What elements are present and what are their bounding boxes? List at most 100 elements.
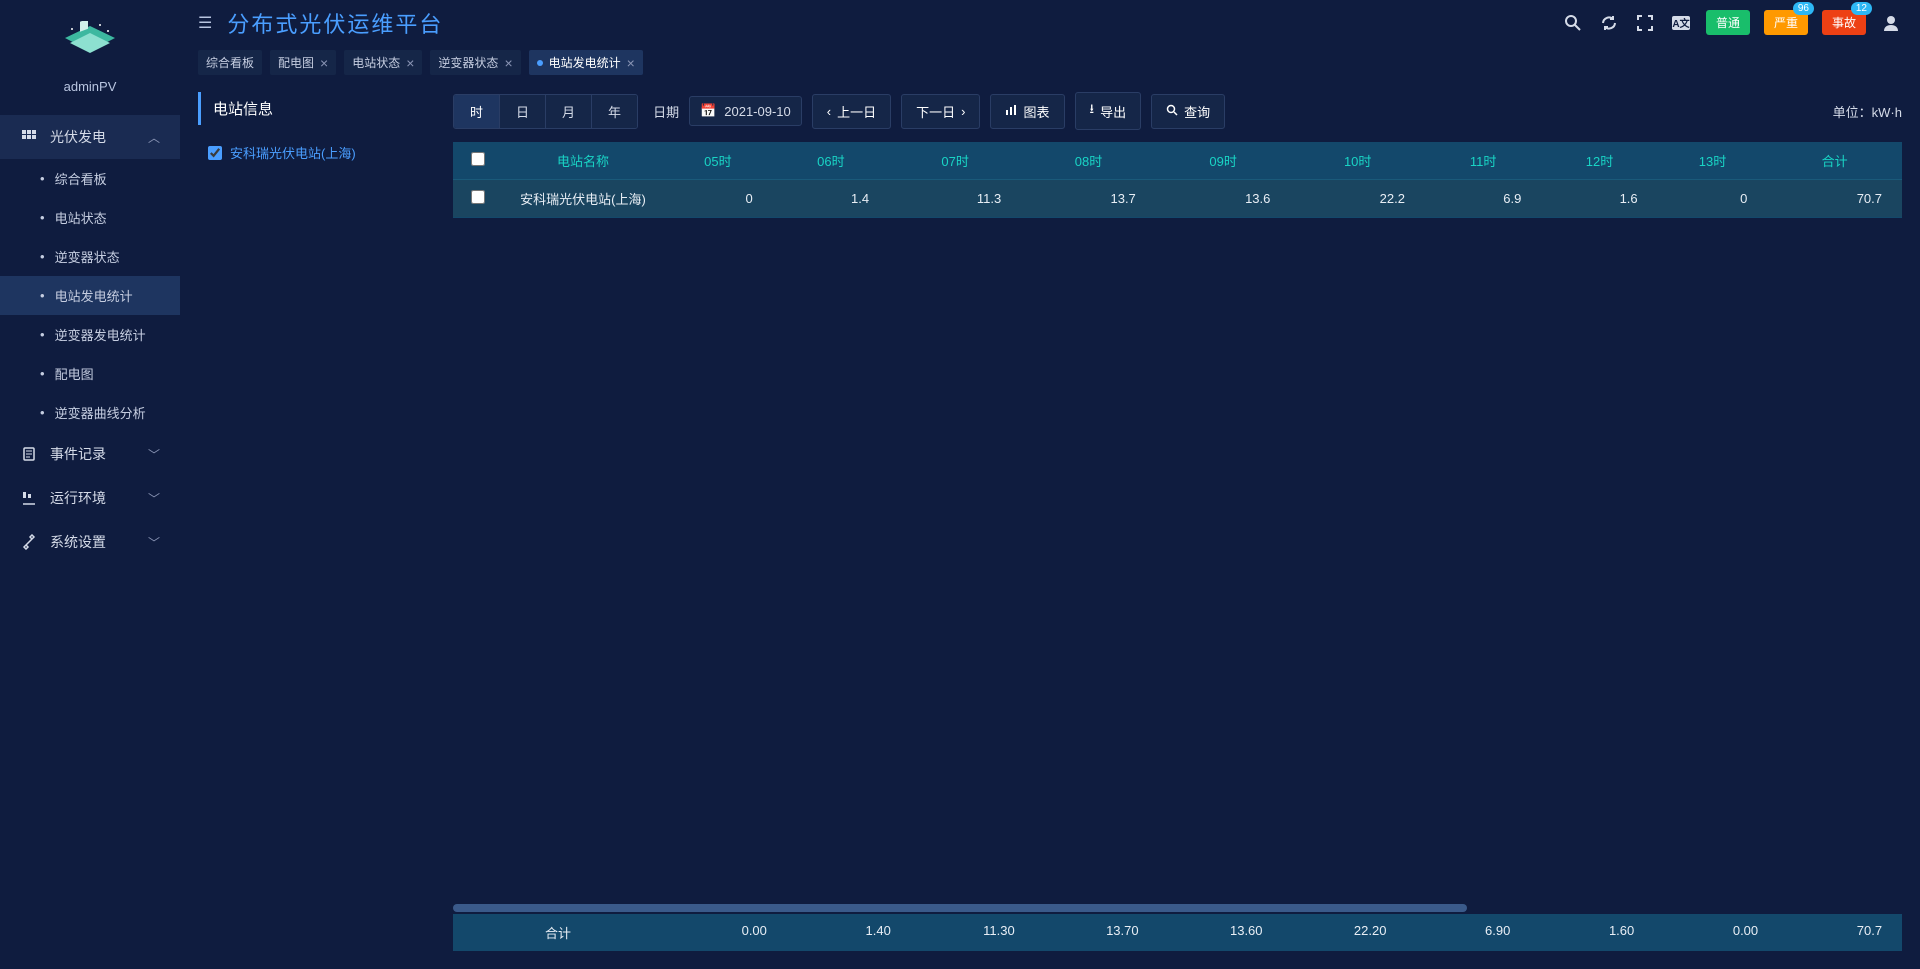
chevron-down-icon: ﹀ [148, 534, 160, 551]
col-07[interactable]: 07时 [889, 142, 1021, 180]
query-button[interactable]: 查询 [1151, 94, 1225, 129]
username: adminPV [64, 79, 117, 94]
menu-toggle-icon[interactable]: ☰ [198, 13, 212, 33]
tab-station-gen[interactable]: 电站发电统计× [529, 50, 643, 75]
cell-v12: 1.6 [1541, 180, 1657, 218]
unit-label: 单位：kW·h [1833, 102, 1902, 121]
tools-icon [20, 533, 38, 551]
export-button[interactable]: ⭳导出 [1075, 92, 1142, 130]
tab-station-status[interactable]: 电站状态× [344, 50, 422, 75]
station-item[interactable]: 安科瑞光伏电站(上海) [198, 139, 438, 166]
col-13[interactable]: 13时 [1658, 142, 1768, 180]
prev-day-button[interactable]: ‹上一日 [812, 94, 891, 129]
badge-normal[interactable]: 普通 [1706, 10, 1750, 35]
calendar-icon: 📅 [700, 103, 716, 119]
date-input[interactable]: 📅 2021-09-10 [689, 96, 802, 126]
select-all-checkbox[interactable] [471, 152, 485, 166]
chevron-down-icon: ﹀ [148, 490, 160, 507]
nav-item-station-status[interactable]: 电站状态 [0, 198, 180, 237]
chevron-right-icon: › [961, 104, 965, 119]
cell-v08: 13.7 [1021, 180, 1156, 218]
col-06[interactable]: 06时 [773, 142, 889, 180]
footer-v10: 22.20 [1283, 923, 1407, 942]
nav-group-event[interactable]: 事件记录 ﹀ [0, 432, 180, 476]
scrollbar-thumb[interactable] [453, 904, 1467, 912]
logo-icon [60, 21, 120, 71]
nav-item-overview[interactable]: 综合看板 [0, 159, 180, 198]
tab-inverter-status[interactable]: 逆变器状态× [430, 50, 520, 75]
nav-group-env[interactable]: 运行环境 ﹀ [0, 476, 180, 520]
close-icon[interactable]: × [627, 55, 635, 71]
col-total[interactable]: 合计 [1767, 142, 1902, 180]
lang-icon[interactable]: A文 [1670, 12, 1692, 34]
period-month[interactable]: 月 [546, 95, 592, 128]
nav-group-sys[interactable]: 系统设置 ﹀ [0, 520, 180, 564]
cell-v13: 0 [1658, 180, 1768, 218]
grid-icon [20, 128, 38, 146]
col-12[interactable]: 12时 [1541, 142, 1657, 180]
col-check [453, 142, 503, 180]
search-icon[interactable] [1562, 12, 1584, 34]
chevron-up-icon: ︿ [148, 129, 160, 146]
row-checkbox[interactable] [471, 190, 485, 204]
next-day-button[interactable]: 下一日› [901, 94, 980, 129]
cell-v07: 11.3 [889, 180, 1021, 218]
search-icon [1166, 104, 1178, 119]
cell-total: 70.7 [1767, 180, 1902, 218]
app-title: 分布式光伏运维平台 [227, 7, 443, 39]
footer-v13: 0.00 [1654, 923, 1778, 942]
period-day[interactable]: 日 [500, 95, 546, 128]
cell-v05: 0 [663, 180, 773, 218]
badge-count: 96 [1793, 2, 1814, 15]
table-header-row: 电站名称 05时 06时 07时 08时 09时 10时 11时 12时 13时 [453, 142, 1902, 180]
cell-v10: 22.2 [1290, 180, 1425, 218]
table-wrap: 电站名称 05时 06时 07时 08时 09时 10时 11时 12时 13时 [453, 142, 1902, 900]
col-09[interactable]: 09时 [1156, 142, 1291, 180]
nav-item-inverter-status[interactable]: 逆变器状态 [0, 237, 180, 276]
nav-item-curve[interactable]: 逆变器曲线分析 [0, 393, 180, 432]
h-scrollbar[interactable] [453, 902, 1902, 914]
content: 电站信息 安科瑞光伏电站(上海) 时 日 月 年 日期 📅 [180, 80, 1920, 969]
tabs: 综合看板 配电图× 电站状态× 逆变器状态× 电站发电统计× [180, 45, 1920, 80]
col-10[interactable]: 10时 [1290, 142, 1425, 180]
svg-text:A文: A文 [1672, 17, 1690, 30]
table-row[interactable]: 安科瑞光伏电站(上海) 0 1.4 11.3 13.7 13.6 22.2 6.… [453, 180, 1902, 218]
cell-v06: 1.4 [773, 180, 889, 218]
period-year[interactable]: 年 [592, 95, 637, 128]
table-footer: 合计 0.00 1.40 11.30 13.70 13.60 22.20 6.9… [453, 914, 1902, 951]
footer-v09: 13.60 [1159, 923, 1283, 942]
nav-item-inverter-gen[interactable]: 逆变器发电统计 [0, 315, 180, 354]
footer-total: 70.7 [1778, 923, 1902, 942]
col-05[interactable]: 05时 [663, 142, 773, 180]
cell-v11: 6.9 [1425, 180, 1541, 218]
user-icon[interactable] [1880, 12, 1902, 34]
refresh-icon[interactable] [1598, 12, 1620, 34]
close-icon[interactable]: × [504, 55, 512, 71]
logo-area: adminPV [0, 0, 180, 115]
data-table: 电站名称 05时 06时 07时 08时 09时 10时 11时 12时 13时 [453, 142, 1902, 218]
station-checkbox[interactable] [208, 146, 222, 160]
badge-accident[interactable]: 事故12 [1822, 10, 1866, 35]
chart-icon [1005, 104, 1017, 119]
badge-serious[interactable]: 严重96 [1764, 10, 1808, 35]
date-label: 日期 [653, 102, 679, 121]
chart-button[interactable]: 图表 [990, 94, 1064, 129]
nav: 光伏发电 ︿ 综合看板 电站状态 逆变器状态 电站发电统计 逆变器发电统计 配电… [0, 115, 180, 969]
close-icon[interactable]: × [406, 55, 414, 71]
fullscreen-icon[interactable] [1634, 12, 1656, 34]
data-panel: 时 日 月 年 日期 📅 2021-09-10 ‹上一日 下一日› 图表 ⭳导出… [453, 92, 1902, 951]
tab-overview[interactable]: 综合看板 [198, 50, 262, 75]
tab-wiring[interactable]: 配电图× [270, 50, 336, 75]
period-hour[interactable]: 时 [454, 95, 500, 128]
nav-group-pv[interactable]: 光伏发电 ︿ [0, 115, 180, 159]
nav-item-wiring[interactable]: 配电图 [0, 354, 180, 393]
sidebar: adminPV 光伏发电 ︿ 综合看板 电站状态 逆变器状态 电站发电统计 逆变… [0, 0, 180, 969]
nav-item-station-gen[interactable]: 电站发电统计 [0, 276, 180, 315]
close-icon[interactable]: × [320, 55, 328, 71]
signal-icon [20, 489, 38, 507]
main: ☰ 分布式光伏运维平台 A文 普通 严重96 事故12 综合看板 配电图× 电站… [180, 0, 1920, 969]
col-11[interactable]: 11时 [1425, 142, 1541, 180]
col-name[interactable]: 电站名称 [503, 142, 663, 180]
cell-name: 安科瑞光伏电站(上海) [503, 180, 663, 218]
col-08[interactable]: 08时 [1021, 142, 1156, 180]
